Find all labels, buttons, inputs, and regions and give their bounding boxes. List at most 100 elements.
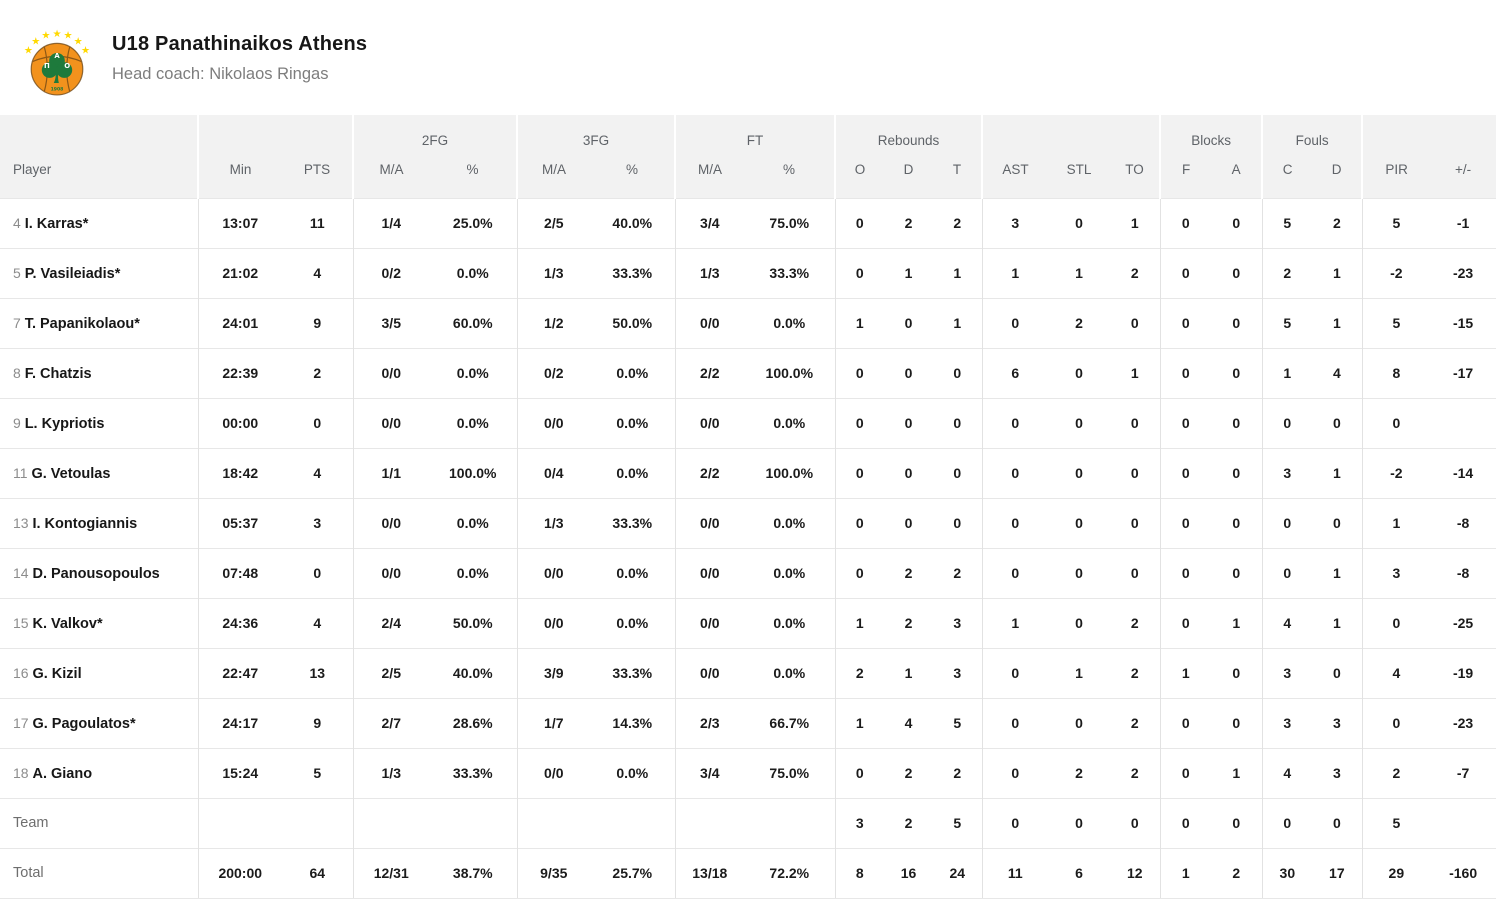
jersey-number: 16 (13, 664, 29, 681)
stat-cell: 0 (1211, 247, 1263, 298)
stat-cell: 0 (1159, 597, 1212, 648)
stat-cell: -8 (1430, 497, 1496, 548)
group-2fg: 2FG (351, 115, 518, 151)
stat-cell: 0 (981, 647, 1049, 698)
stat-cell (197, 797, 282, 848)
stat-cell: 3/4 (674, 197, 745, 248)
svg-text:★: ★ (64, 30, 73, 41)
stat-cell: 4 (1312, 347, 1363, 398)
stat-cell: 0 (1048, 197, 1111, 248)
stat-cell: 3 (834, 797, 885, 848)
stat-cell: 0 (884, 347, 934, 398)
stat-cell: 07:48 (197, 547, 282, 598)
col-foul-c: C (1261, 151, 1313, 198)
stat-cell: 0 (834, 247, 885, 298)
stat-cell: 2 (933, 747, 983, 798)
group-spacer (197, 115, 353, 151)
stat-cell: 0 (1211, 697, 1263, 748)
stat-cell: -160 (1430, 847, 1496, 899)
stat-cell: 17 (1312, 847, 1363, 899)
stat-cell: 1 (1048, 247, 1111, 298)
jersey-number: 14 (13, 564, 29, 581)
stat-cell: 5 (933, 797, 983, 848)
stat-cell: 0 (1110, 497, 1161, 548)
stat-cell: 0 (1048, 347, 1111, 398)
stat-cell: 100.0% (744, 347, 836, 398)
logo-year: 1908 (51, 86, 64, 92)
col-pir: PIR (1361, 151, 1431, 198)
stat-cell: 60.0% (429, 297, 518, 348)
stat-cell: 4 (1261, 597, 1313, 648)
stat-cell: 0/0 (352, 397, 429, 448)
stat-cell: 0/0 (516, 547, 591, 598)
stat-cell: 0 (1312, 397, 1363, 448)
stat-cell: 0 (834, 547, 885, 598)
stat-cell: 1 (981, 597, 1049, 648)
stat-cell: 2 (1211, 847, 1263, 899)
stat-cell: 1 (884, 247, 934, 298)
player-cell: 8 F. Chatzis (0, 347, 198, 398)
stat-cell: 1/3 (352, 747, 429, 798)
stat-cell: 2/3 (674, 697, 745, 748)
player-name: G. Vetoulas (31, 465, 111, 482)
stat-cell: 0/0 (516, 747, 591, 798)
stat-cell: 3 (1261, 447, 1313, 498)
stat-cell: 0 (834, 747, 885, 798)
stat-cell: 2/2 (674, 347, 745, 398)
stat-cell: 0 (981, 547, 1049, 598)
stat-cell: 1 (1048, 647, 1111, 698)
stat-cell: 72.2% (744, 847, 836, 899)
stat-cell: 2 (933, 197, 983, 248)
stat-cell: 0 (1159, 797, 1212, 848)
stat-cell: 0 (1048, 597, 1111, 648)
stat-cell: 33.3% (590, 647, 676, 698)
head-coach-label: Head coach: Nikolaos Ringas (112, 65, 329, 83)
stat-cell: 3 (1312, 697, 1363, 748)
stat-cell: 0.0% (744, 597, 836, 648)
stat-cell: 2 (1110, 647, 1161, 698)
stat-cell: 4 (282, 247, 353, 298)
stat-cell: 4 (1261, 747, 1313, 798)
col-foul-d: D (1312, 151, 1363, 198)
stat-cell: 200:00 (197, 847, 282, 899)
stat-cell: 9/35 (516, 847, 591, 899)
stat-cell: 0 (981, 497, 1049, 548)
player-row: 8 F. Chatzis 22:39 2 0/0 0.0% 0/2 0.0% 2/2 100.0… (0, 347, 1496, 398)
stat-cell: 1/1 (352, 447, 429, 498)
stat-cell: 0 (282, 547, 353, 598)
player-name: F. Chatzis (24, 365, 92, 382)
stat-cell: 33.3% (590, 497, 676, 548)
stat-cell: 0/0 (516, 397, 591, 448)
group-header-row: 2FG 3FG FT Rebounds Blocks Fouls (0, 115, 1496, 151)
stat-cell: 33.3% (590, 247, 676, 298)
stat-cell: 14.3% (590, 697, 676, 748)
stat-cell: 0 (1211, 497, 1263, 548)
col-min: Min (197, 151, 282, 198)
player-row: 14 D. Panousopoulos 07:48 0 0/0 0.0% 0/0 0.0% 0… (0, 547, 1496, 598)
stat-cell: 0 (981, 697, 1049, 748)
player-cell: 13 I. Kontogiannis (0, 497, 198, 548)
stat-cell: 0 (1159, 747, 1212, 798)
stat-cell: 12/31 (352, 847, 429, 899)
svg-text:★: ★ (52, 28, 61, 39)
stat-cell: 0 (1261, 397, 1313, 448)
team-logo: ★ ★ ★ ★ ★ ★ ★ (22, 18, 92, 100)
stat-cell: 0.0% (429, 397, 518, 448)
stat-cell: 0.0% (744, 547, 836, 598)
stat-cell: 3 (981, 197, 1049, 248)
stat-cell: 4 (884, 697, 934, 748)
stat-cell: 0.0% (744, 497, 836, 548)
stat-cell: -8 (1430, 547, 1496, 598)
stat-cell: 15:24 (197, 747, 282, 798)
stat-cell: 0/0 (674, 297, 745, 348)
stat-cell: 0 (1361, 697, 1431, 748)
stat-cell: 2/4 (352, 597, 429, 648)
stat-cell: 16 (884, 847, 934, 899)
stat-cell: 100.0% (744, 447, 836, 498)
player-row: 18 A. Giano 15:24 5 1/3 33.3% 0/0 0.0% 3/4 75.0%… (0, 747, 1496, 798)
stat-cell: 24:17 (197, 697, 282, 748)
stat-cell (590, 797, 676, 848)
jersey-number: 18 (13, 764, 29, 781)
stat-cell: 2/5 (352, 647, 429, 698)
stat-cell: 0 (884, 397, 934, 448)
